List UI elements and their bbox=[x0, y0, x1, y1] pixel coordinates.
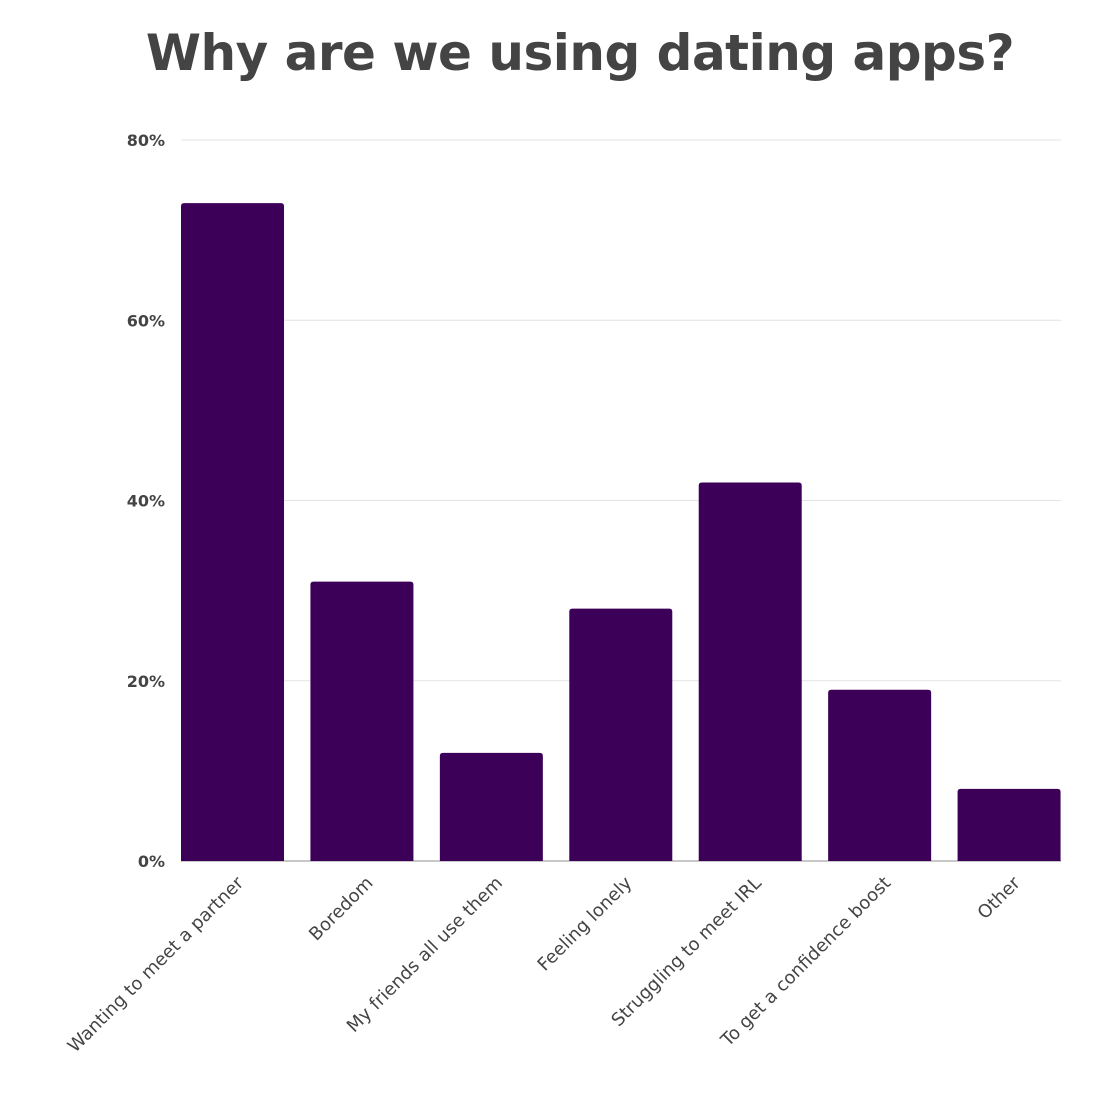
y-tick-label: 40% bbox=[127, 492, 165, 511]
bar bbox=[957, 788, 1061, 861]
y-tick-label: 80% bbox=[127, 131, 165, 150]
x-tick-label: Other bbox=[974, 872, 1025, 923]
y-tick-label: 60% bbox=[127, 311, 165, 330]
x-tick-label: Struggling to meet IRL bbox=[607, 873, 765, 1031]
y-tick-label: 0% bbox=[138, 852, 165, 871]
x-tick-label: Feeling lonely bbox=[534, 872, 637, 975]
bar bbox=[439, 752, 543, 861]
bar bbox=[310, 581, 414, 861]
chart-title: Why are we using dating apps? bbox=[145, 24, 1015, 82]
bar bbox=[181, 203, 284, 861]
bar bbox=[828, 689, 932, 861]
x-tick-label: Wanting to meet a partner bbox=[64, 872, 249, 1057]
bar bbox=[569, 608, 673, 861]
bar bbox=[698, 482, 802, 861]
y-tick-label: 20% bbox=[127, 672, 165, 691]
x-tick-label: Boredom bbox=[305, 873, 377, 945]
